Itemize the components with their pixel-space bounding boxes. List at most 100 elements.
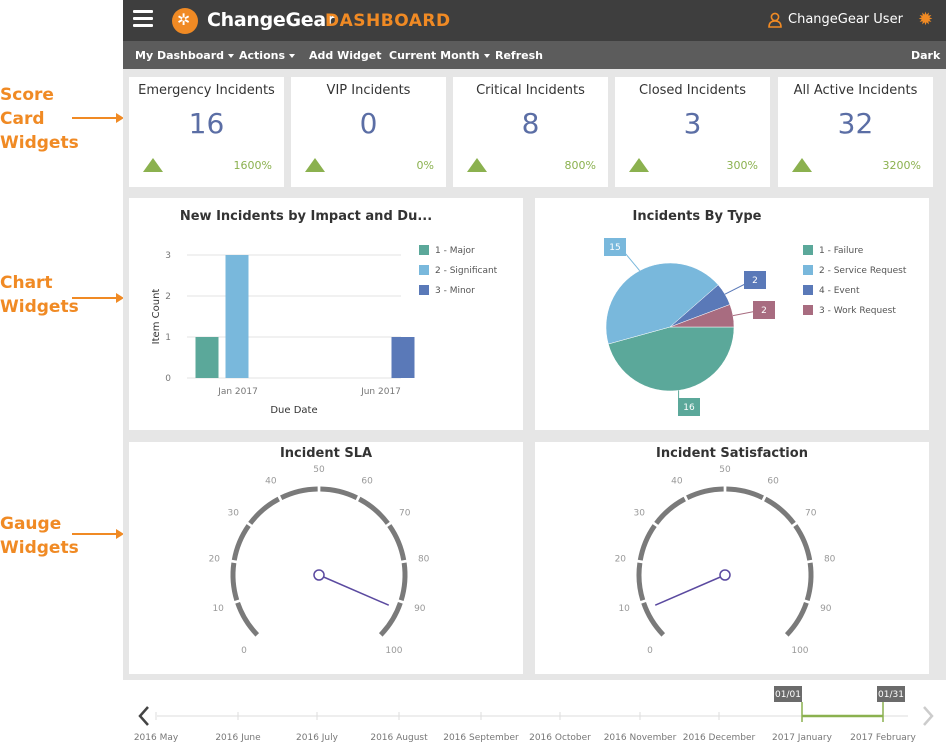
score-card-vip[interactable]: VIP Incidents 0 0% xyxy=(291,77,446,187)
score-card-value: 3 xyxy=(615,107,770,140)
gauge-tick-label: 0 xyxy=(647,646,653,656)
gauge-arc-segment xyxy=(765,499,794,523)
gauge-pivot xyxy=(720,570,730,580)
score-card-emergency[interactable]: Emergency Incidents 16 1600% xyxy=(129,77,284,187)
trend-up-icon xyxy=(467,158,487,172)
gauge-arc-segment xyxy=(639,563,643,600)
my-dashboard-menu[interactable]: My Dashboard xyxy=(135,49,234,62)
score-card-title: Emergency Incidents xyxy=(129,83,284,98)
score-card-all-active[interactable]: All Active Incidents 32 3200% xyxy=(778,77,933,187)
top-bar: ✲ ChangeGear DASHBOARD ChangeGear User ✹ xyxy=(123,0,946,41)
score-card-value: 16 xyxy=(129,107,284,140)
legend-swatch xyxy=(419,265,429,275)
gauge-tick-label: 40 xyxy=(671,477,683,487)
gauge-pivot xyxy=(314,570,324,580)
gauge-arc-segment xyxy=(320,489,356,498)
legend-swatch xyxy=(803,285,813,295)
gauge-arc-segment xyxy=(381,603,401,635)
timeline-start-date: 01/01 xyxy=(775,690,801,700)
toolbar: My Dashboard Actions Add Widget Current … xyxy=(123,41,946,69)
user-icon xyxy=(768,12,782,28)
bar-chart: 0 1 2 3 Item Count Jan 2017 Jun 2017 Due Date 1 … xyxy=(129,198,523,430)
timeline-end-date: 01/31 xyxy=(878,690,904,700)
gauge-tick-label: 50 xyxy=(313,465,325,475)
gauge-satisfaction: 0 10 20 30 40 50 60 70 80 90 100 xyxy=(535,442,929,674)
timeline-month-label: 2016 June xyxy=(215,733,261,742)
y-tick-label: 3 xyxy=(165,251,171,261)
gauge-tick-label: 30 xyxy=(634,509,646,519)
legend-label: 2 - Service Request xyxy=(819,266,907,276)
bar-chart-widget[interactable]: New Incidents by Impact and Du... 0 1 2 3 It… xyxy=(129,198,523,430)
gauge-tick-label: 20 xyxy=(615,554,627,564)
gauge-tick-label: 80 xyxy=(824,554,836,564)
gauge-arc-segment xyxy=(787,603,807,635)
gauge-arc-segment xyxy=(687,489,723,498)
gauge-arc-segment xyxy=(389,526,403,561)
legend-label: 3 - Minor xyxy=(435,286,475,296)
gauge-tick-label: 90 xyxy=(820,604,832,614)
score-card-change: 0% xyxy=(417,159,434,172)
refresh-button[interactable]: Refresh xyxy=(495,49,543,62)
gauge-tick-label: 100 xyxy=(791,646,808,656)
gauge-needle xyxy=(319,575,389,605)
gauge-tick-label: 60 xyxy=(361,477,373,487)
y-tick-label: 0 xyxy=(165,374,171,384)
gauge-arc-segment xyxy=(238,603,258,635)
add-widget-button[interactable]: Add Widget xyxy=(309,49,381,62)
data-label: 16 xyxy=(683,403,695,413)
menu-icon[interactable] xyxy=(133,10,153,28)
gauge-arc-segment xyxy=(726,489,762,498)
actions-menu[interactable]: Actions xyxy=(239,49,295,62)
score-card-critical[interactable]: Critical Incidents 8 800% xyxy=(453,77,608,187)
score-card-change: 1600% xyxy=(234,159,272,172)
x-axis-label: Due Date xyxy=(270,405,317,416)
gauge-tick-label: 10 xyxy=(618,604,630,614)
annotation-gauge-widgets: Gauge Widgets xyxy=(0,512,79,560)
gauge-widget-satisfaction[interactable]: Incident Satisfaction 0 10 20 30 40 50 60 70 80 9… xyxy=(535,442,929,674)
gauge-tick-label: 70 xyxy=(399,509,411,519)
chevron-down-icon xyxy=(484,54,490,58)
gauge-arc-segment xyxy=(233,563,237,600)
logo-icon: ✲ xyxy=(172,8,198,34)
legend-swatch xyxy=(803,305,813,315)
user-menu[interactable]: ChangeGear User xyxy=(788,12,903,27)
score-card-closed[interactable]: Closed Incidents 3 300% xyxy=(615,77,770,187)
gauge-tick-label: 100 xyxy=(385,646,402,656)
brand-name: ChangeGear xyxy=(207,9,335,31)
gauge-tick-label: 40 xyxy=(265,477,277,487)
x-tick-label: Jan 2017 xyxy=(217,387,258,397)
gauge-tick-label: 50 xyxy=(719,465,731,475)
score-card-title: Critical Incidents xyxy=(453,83,608,98)
settings-gear-icon[interactable]: ✹ xyxy=(918,9,933,30)
legend-swatch xyxy=(803,245,813,255)
current-month-menu[interactable]: Current Month xyxy=(389,49,490,62)
x-tick-label: Jun 2017 xyxy=(360,387,401,397)
theme-toggle[interactable]: Dark xyxy=(911,49,940,62)
gauge-tick-label: 70 xyxy=(805,509,817,519)
gauge-arc-segment xyxy=(234,526,248,561)
trend-up-icon xyxy=(792,158,812,172)
bar xyxy=(196,337,219,378)
score-card-value: 8 xyxy=(453,107,608,140)
dashboard-app: ✲ ChangeGear DASHBOARD ChangeGear User ✹… xyxy=(123,0,946,742)
gauge-arc-segment xyxy=(807,563,811,600)
bar xyxy=(226,255,249,378)
gauge-widget-sla[interactable]: Incident SLA 0 10 20 30 40 50 60 70 80 90 100 xyxy=(129,442,523,674)
timeline-month-label: 2016 August xyxy=(370,733,428,742)
gauge-tick-label: 80 xyxy=(418,554,430,564)
trend-up-icon xyxy=(305,158,325,172)
pie-chart-widget[interactable]: Incidents By Type 16 15 2 2 1 - Failure 2 - S… xyxy=(535,198,929,430)
gauge-arc-segment xyxy=(640,526,654,561)
timeline-slider[interactable]: 2016 May 2016 June 2016 July 2016 August 201… xyxy=(123,680,946,742)
data-label: 2 xyxy=(752,276,758,286)
gauge-tick-label: 60 xyxy=(767,477,779,487)
gauge-arc-segment xyxy=(359,499,388,523)
score-card-title: Closed Incidents xyxy=(615,83,770,98)
gauge-arc-segment xyxy=(656,499,685,523)
annotation-chart-widgets: Chart Widgets xyxy=(0,271,79,319)
score-card-change: 800% xyxy=(565,159,596,172)
timeline-month-label: 2016 December xyxy=(683,733,756,742)
gauge-arc-segment xyxy=(281,489,317,498)
timeline-month-label: 2017 January xyxy=(772,733,833,742)
gauge-arc-segment xyxy=(401,563,405,600)
